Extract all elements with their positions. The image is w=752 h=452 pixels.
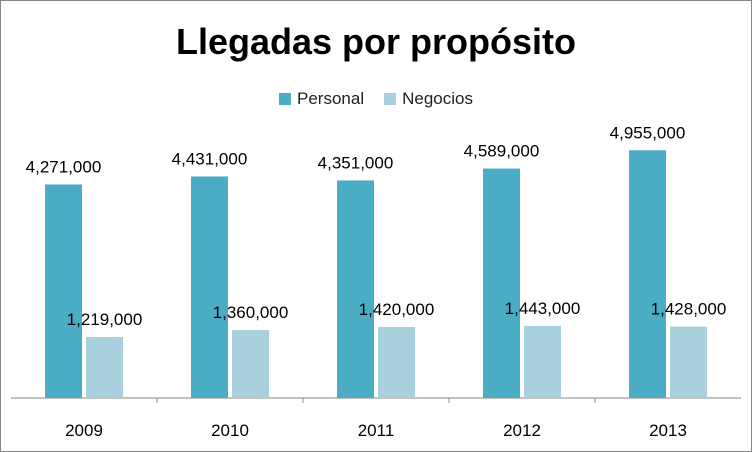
data-label-personal-2011: 4,351,000 xyxy=(318,153,394,172)
data-label-negocios-2011: 1,420,000 xyxy=(359,300,435,319)
bar-negocios-2010 xyxy=(232,330,269,398)
legend-label-negocios: Negocios xyxy=(402,89,473,108)
legend-swatch-personal xyxy=(279,93,291,105)
data-label-personal-2012: 4,589,000 xyxy=(464,142,540,161)
data-label-negocios-2012: 1,443,000 xyxy=(505,299,581,318)
data-label-negocios-2013: 1,428,000 xyxy=(651,300,727,319)
bar-personal-2013 xyxy=(629,150,666,398)
chart-title: Llegadas por propósito xyxy=(175,21,577,62)
bar-personal-2011 xyxy=(337,180,374,398)
legend-swatch-negocios xyxy=(384,93,397,105)
chart-legend: Personal Negocios xyxy=(1,89,751,109)
bar-personal-2010 xyxy=(191,176,228,398)
bar-negocios-2011 xyxy=(378,327,415,398)
data-label-negocios-2009: 1,219,000 xyxy=(67,310,143,329)
x-tick-label-2009: 2009 xyxy=(65,421,103,440)
bar-personal-2009 xyxy=(45,184,82,398)
legend-label-personal: Personal xyxy=(297,89,365,108)
bar-negocios-2009 xyxy=(86,337,123,398)
data-label-personal-2010: 4,431,000 xyxy=(172,149,248,168)
data-label-personal-2013: 4,955,000 xyxy=(610,123,686,142)
x-tick-label-2010: 2010 xyxy=(211,421,249,440)
x-tick-label-2011: 2011 xyxy=(358,421,395,440)
x-tick-label-2013: 2013 xyxy=(649,421,687,440)
data-label-personal-2009: 4,271,000 xyxy=(26,157,102,176)
legend-item-personal: Personal xyxy=(279,89,364,109)
bar-negocios-2013 xyxy=(670,326,707,398)
x-tick-label-2012: 2012 xyxy=(503,421,541,440)
bar-personal-2012 xyxy=(483,168,520,398)
data-label-negocios-2010: 1,360,000 xyxy=(213,303,289,322)
bar-negocios-2012 xyxy=(524,325,561,398)
legend-item-negocios: Negocios xyxy=(384,89,473,109)
